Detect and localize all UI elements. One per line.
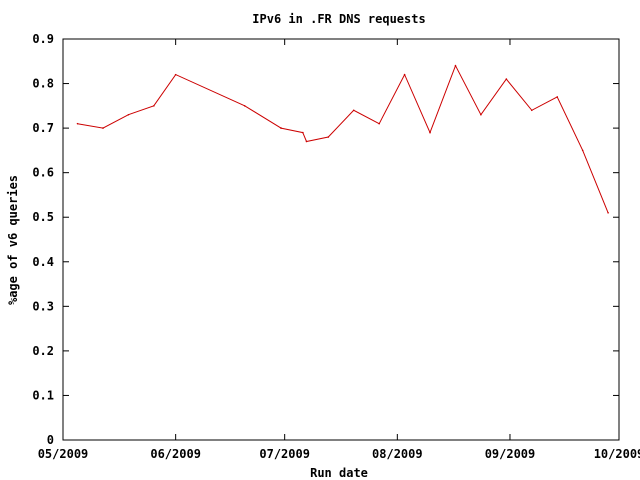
x-axis: 05/2009 06/2009 07/2009 08/2009 09/2009 10/20… xyxy=(38,39,640,461)
y-tick-label: 0.1 xyxy=(32,388,54,402)
data-point xyxy=(327,136,330,138)
y-tick-label: 0 xyxy=(47,433,54,447)
data-point xyxy=(127,113,130,116)
data-point xyxy=(352,109,355,112)
y-tick-label: 0.2 xyxy=(32,344,54,358)
y-tick-label: 0.3 xyxy=(32,299,54,313)
series-group xyxy=(76,64,609,214)
y-tick-label: 0.9 xyxy=(32,32,54,46)
data-point xyxy=(102,127,104,129)
chart-title: IPv6 in .FR DNS requests xyxy=(252,12,425,26)
data-point xyxy=(305,140,308,143)
y-tick-label: 0.5 xyxy=(32,210,54,224)
data-point xyxy=(153,105,155,107)
data-point xyxy=(581,149,584,152)
y-tick-label: 0.7 xyxy=(32,121,54,135)
y-tick-label: 0.8 xyxy=(32,77,54,91)
y-axis: 0 0.1 0.2 0.3 0.4 0.5 0.6 0.7 0.8 0.9 xyxy=(32,32,619,447)
x-tick-label: 05/2009 xyxy=(38,447,89,461)
plot-frame xyxy=(62,38,620,441)
y-tick-label: 0.4 xyxy=(32,255,54,269)
data-point xyxy=(174,73,177,76)
data-point xyxy=(76,122,79,125)
y-tick-label: 0.6 xyxy=(32,166,54,180)
data-point xyxy=(403,73,406,76)
data-point xyxy=(243,105,246,107)
data-point xyxy=(530,109,533,112)
data-point xyxy=(302,131,304,134)
x-tick-label: 08/2009 xyxy=(372,447,423,461)
data-point xyxy=(505,78,508,80)
x-tick-label: 09/2009 xyxy=(485,447,536,461)
data-point xyxy=(454,64,457,67)
x-tick-label: 07/2009 xyxy=(259,447,310,461)
data-point xyxy=(280,127,282,129)
data-point xyxy=(480,113,482,116)
data-point xyxy=(429,131,431,134)
y-axis-label: %age of v6 queries xyxy=(6,175,20,305)
x-axis-label: Run date xyxy=(310,466,368,480)
x-tick-label: 10/2009 xyxy=(594,447,640,461)
series-line xyxy=(77,64,609,213)
x-tick-label: 06/2009 xyxy=(150,447,201,461)
data-point xyxy=(378,122,380,125)
data-point xyxy=(607,211,609,214)
data-point xyxy=(556,96,559,98)
